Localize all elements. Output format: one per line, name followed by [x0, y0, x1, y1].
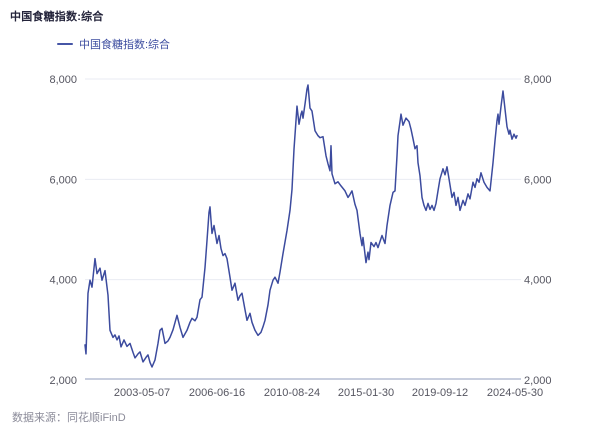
data-source-note: 数据来源：同花顺iFinD: [12, 412, 126, 424]
x-axis-tick-label: 2015-01-30: [338, 387, 394, 399]
y-axis-tick-label-right: 8,000: [524, 74, 552, 86]
y-axis-tick-label-right: 4,000: [524, 275, 552, 287]
x-axis-tick-label: 2006-06-16: [189, 387, 245, 399]
legend[interactable]: 中国食糖指数:综合: [57, 36, 170, 52]
y-axis-tick-label-left: 6,000: [49, 174, 77, 186]
x-axis-tick-label: 2024-05-30: [487, 387, 543, 399]
y-axis-tick-label-right: 2,000: [524, 375, 552, 387]
x-axis-tick-label: 2010-08-24: [264, 387, 320, 399]
y-axis-tick-label-left: 4,000: [49, 275, 77, 287]
legend-line-icon: [57, 43, 73, 45]
y-axis-tick-label-left: 8,000: [49, 74, 77, 86]
y-axis-tick-label-right: 6,000: [524, 174, 552, 186]
x-axis-tick-label: 2019-09-12: [412, 387, 468, 399]
x-axis-tick-label: 2003-05-07: [114, 387, 170, 399]
series-line: [84, 84, 518, 368]
y-axis-tick-label-left: 2,000: [49, 375, 77, 387]
legend-label: 中国食糖指数:综合: [79, 39, 171, 51]
chart-title: 中国食糖指数:综合: [10, 11, 104, 23]
